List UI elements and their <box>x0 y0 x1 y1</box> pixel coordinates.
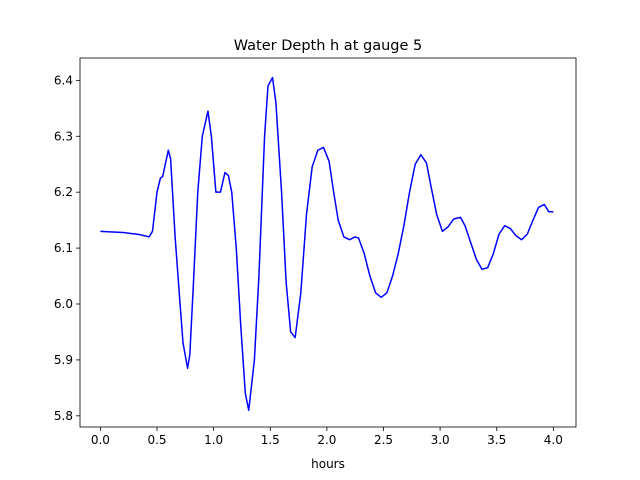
x-axis-label: hours <box>311 457 345 471</box>
y-tick-label: 6.2 <box>54 185 73 199</box>
axes-frame <box>79 57 577 428</box>
y-tick-label: 5.9 <box>54 353 73 367</box>
x-tick-label: 1.0 <box>204 433 223 447</box>
x-tick-label: 2.5 <box>374 433 393 447</box>
chart-title: Water Depth h at gauge 5 <box>234 38 422 54</box>
x-tick-label: 4.0 <box>544 433 563 447</box>
x-tick-label: 1.5 <box>261 433 280 447</box>
plot-area: 0.0 0.5 1.0 1.5 2.0 2.5 3.0 3.5 4.0 5.8 5.9 6.0 6.1 6… <box>54 57 577 447</box>
x-tick-label: 2.0 <box>317 433 336 447</box>
y-tick-label: 5.8 <box>54 409 73 423</box>
x-tick-label: 0.5 <box>147 433 166 447</box>
x-tick-label: 0.0 <box>91 433 110 447</box>
x-tick-label: 3.5 <box>487 433 506 447</box>
series-line-0 <box>100 76 554 411</box>
y-tick-label: 6.4 <box>54 73 73 87</box>
x-tick-label: 3.0 <box>431 433 450 447</box>
y-tick-label: 6.0 <box>54 297 73 311</box>
y-tick-label: 6.1 <box>54 241 73 255</box>
y-tick-label: 6.3 <box>54 129 73 143</box>
